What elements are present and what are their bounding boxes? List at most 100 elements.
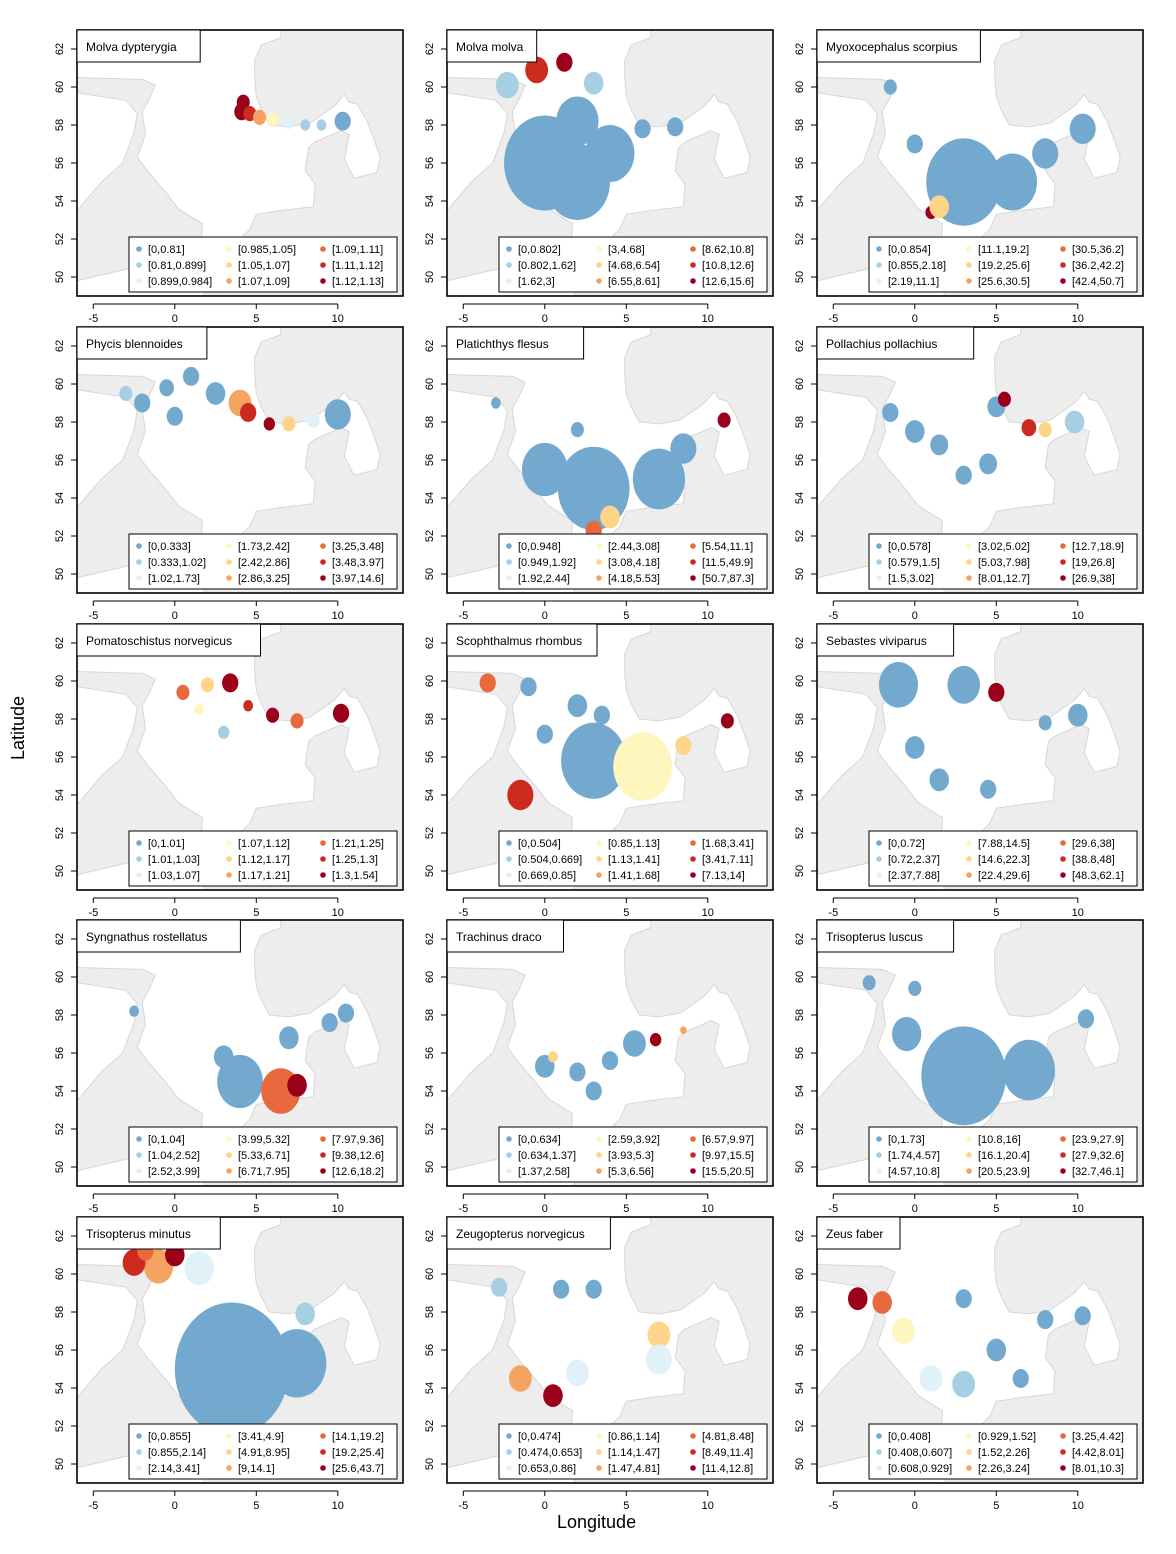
density-blob (263, 417, 276, 431)
density-blob (556, 52, 573, 72)
density-blob (570, 422, 584, 438)
y-tick-label: 62 (424, 933, 436, 945)
x-tick-label: 10 (1072, 1203, 1084, 1215)
legend-entry: [26.9,38] (1072, 573, 1115, 585)
legend: [0,0.855] [0.855,2.14] [2.14,3.41] [3.41,4.… (128, 1423, 398, 1480)
y-tick-label: 54 (54, 1085, 66, 1097)
species-title-box (816, 1216, 901, 1250)
y-tick-label: 50 (54, 1458, 66, 1470)
y-tick-label: 58 (54, 119, 66, 131)
legend-marker (226, 1465, 232, 1471)
density-blob (243, 700, 254, 712)
landmass-continent (943, 30, 1143, 296)
legend-marker (136, 872, 142, 878)
legend-entry: [1.07,1.12] (238, 838, 290, 850)
legend-marker (596, 575, 602, 581)
legend-entry: [1.25,1.3] (332, 854, 378, 866)
density-blob (593, 705, 610, 725)
density-blob (1012, 1369, 1029, 1388)
legend-marker (690, 262, 696, 268)
density-blob (921, 1026, 1007, 1126)
legend-entry: [11.1,19.2] (978, 244, 1029, 256)
density-blob (929, 768, 950, 792)
density-blob (1064, 410, 1085, 434)
legend-entry: [11.5,49.9] (702, 557, 753, 569)
legend-entry: [4.57,10.8] (888, 1166, 940, 1178)
legend-marker (876, 1433, 882, 1439)
legend-entry: [3.41,7.11] (702, 854, 753, 866)
map-area (817, 327, 1143, 593)
density-blob (1021, 419, 1037, 437)
y-tick-label: 58 (54, 1306, 66, 1318)
x-axis-label: Longitude (557, 1512, 637, 1532)
species-title-box (816, 919, 955, 953)
legend-entry: [12.6,18.2] (332, 1166, 384, 1178)
legend-entry: [1.17,1.21] (238, 870, 290, 882)
landmass-continent (943, 920, 1143, 1186)
y-tick-label: 58 (424, 119, 436, 131)
legend-marker (320, 1449, 326, 1455)
legend-marker (136, 1449, 142, 1455)
y-tick-label: 52 (54, 530, 66, 542)
y-tick-label: 52 (794, 1420, 806, 1432)
legend-marker (966, 840, 972, 846)
y-tick-label: 62 (424, 1230, 436, 1242)
x-tick-label: 0 (172, 1500, 178, 1512)
species-title: Molva dypterygia (86, 40, 177, 54)
x-tick-label: 10 (332, 1500, 344, 1512)
density-blob (266, 112, 279, 126)
legend-marker (596, 1136, 602, 1142)
y-tick-label: 58 (54, 1009, 66, 1021)
legend-entry: [19.2,25.6] (978, 260, 1030, 272)
legend-marker (320, 840, 326, 846)
legend-marker (320, 543, 326, 549)
legend-marker (506, 1152, 512, 1158)
y-tick-label: 62 (794, 340, 806, 352)
legend-marker (226, 1449, 232, 1455)
legend-entry: [0,0.81] (148, 244, 185, 256)
legend-marker (690, 1168, 696, 1174)
legend: [0,1.04] [1.04,2.52] [2.52,3.99] [3.99,5.32… (128, 1126, 398, 1183)
x-tick-label: -5 (458, 1203, 468, 1215)
map-panel-11: 50 52 54 56 58 60 62 -5 0 5 10 Trachinus draco [0,0.… (424, 919, 774, 1215)
legend-entry: [1.12,1.17] (238, 854, 290, 866)
legend-marker (966, 856, 972, 862)
legend-entry: [36.2,42.2] (1072, 260, 1124, 272)
legend-entry: [3.99,5.32] (238, 1134, 290, 1146)
legend: [0,0.72] [0.72,2.37] [2.37,7.88] [7.88,14.5… (868, 830, 1138, 887)
legend-entry: [5.54,11.1] (702, 541, 753, 553)
x-tick-label: 5 (253, 907, 259, 919)
x-tick-label: 5 (253, 1500, 259, 1512)
x-tick-label: -5 (88, 907, 98, 919)
y-tick-label: 54 (424, 492, 436, 504)
density-blob (282, 416, 296, 432)
legend-marker (966, 1152, 972, 1158)
x-tick-label: 5 (993, 907, 999, 919)
density-blob (491, 1277, 508, 1297)
species-title: Phycis blennoides (86, 337, 183, 351)
legend-marker (226, 856, 232, 862)
legend-marker (1060, 246, 1066, 252)
legend-marker (876, 246, 882, 252)
species-title-box (446, 919, 564, 953)
species-title-box (76, 29, 201, 63)
density-blob (878, 662, 919, 708)
y-tick-label: 58 (794, 119, 806, 131)
legend-entry: [1.03,1.07] (148, 870, 200, 882)
density-blob (337, 1003, 355, 1023)
density-blob (279, 1026, 299, 1050)
legend-marker (226, 575, 232, 581)
legend-marker (136, 543, 142, 549)
landmass-continent (573, 920, 773, 1186)
legend-entry: [10.8,12.6] (702, 260, 754, 272)
legend-marker (596, 1152, 602, 1158)
species-title: Platichthys flesus (456, 337, 549, 351)
x-tick-label: 0 (172, 907, 178, 919)
y-tick-label: 56 (54, 751, 66, 763)
density-blob (952, 1370, 976, 1398)
legend-marker (876, 262, 882, 268)
map-panel-12: 50 52 54 56 58 60 62 -5 0 5 10 Trisopterus luscus [0… (794, 919, 1144, 1215)
